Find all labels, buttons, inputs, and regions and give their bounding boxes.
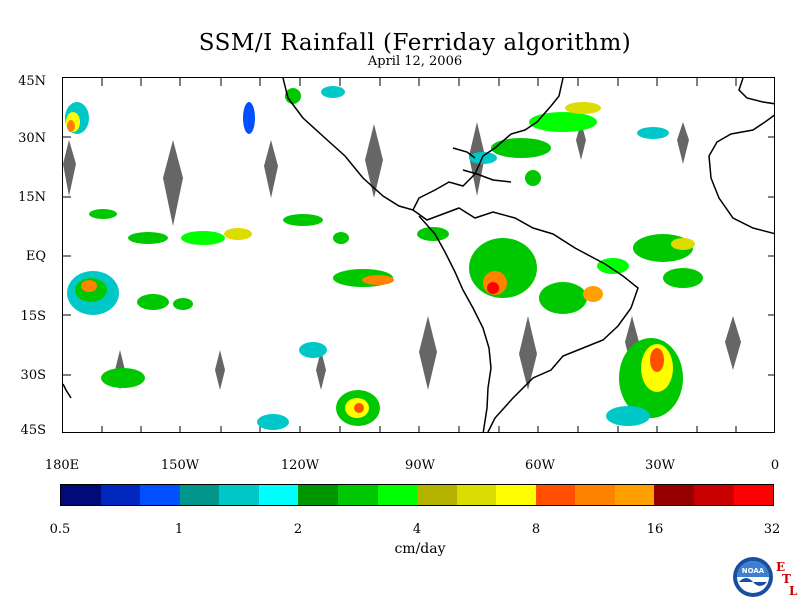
lat-label-15s: 15S — [20, 309, 46, 324]
colorbar-units: cm/day — [394, 541, 446, 557]
colorbar-tick-2: 2 — [293, 522, 303, 537]
lon-label-180e: 180E — [44, 458, 80, 473]
lon-label-150w: 150W — [160, 458, 200, 473]
lat-label-30n: 30N — [18, 131, 46, 146]
lat-label-eq: EQ — [25, 249, 46, 264]
noaa-logo-text: NOAA — [742, 567, 765, 575]
lon-label-30w: 30W — [645, 458, 675, 473]
colorbar-swatch-16 — [694, 485, 734, 505]
colorbar-swatch-11 — [496, 485, 536, 505]
lat-label-45n: 45N — [18, 74, 46, 89]
colorbar-tick-32: 32 — [763, 522, 781, 537]
lon-label-60w: 60W — [525, 458, 555, 473]
colorbar-swatch-3 — [179, 485, 220, 505]
colorbar-tick-1: 1 — [174, 522, 184, 537]
lon-label-0: 0 — [770, 458, 780, 473]
etl-letter-l: L — [789, 584, 798, 598]
lat-label-15n: 15N — [18, 190, 46, 205]
colorbar-swatch-15 — [654, 485, 694, 505]
colorbar-swatch-10 — [456, 485, 497, 505]
colorbar-swatch-6 — [298, 485, 338, 505]
colorbar-swatch-2 — [140, 485, 180, 505]
rainfall-colorbar — [60, 484, 774, 506]
colorbar-tick-8: 8 — [531, 522, 541, 537]
colorbar-swatch-13 — [575, 485, 615, 505]
colorbar-tick-0-5: 0.5 — [49, 522, 71, 537]
colorbar-swatch-4 — [219, 485, 259, 505]
noaa-logo-svg: NOAA — [733, 557, 773, 597]
colorbar-swatch-12 — [535, 485, 576, 505]
map-title: SSM/I Rainfall (Ferriday algorithm) — [198, 30, 632, 56]
coastlines — [63, 78, 774, 432]
rain-patches — [65, 86, 703, 430]
rainfall-map-svg — [63, 78, 774, 432]
colorbar-swatch-1 — [100, 485, 141, 505]
noaa-logo-icon: NOAA — [732, 556, 774, 598]
map-subtitle: April 12, 2006 — [367, 54, 463, 69]
colorbar-swatch-5 — [258, 485, 299, 505]
colorbar-swatch-8 — [377, 485, 418, 505]
etl-letter-e: E — [776, 560, 786, 574]
map-ticks — [63, 78, 774, 432]
colorbar-swatch-7 — [337, 485, 378, 505]
colorbar-tick-4: 4 — [412, 522, 422, 537]
colorbar-swatch-14 — [614, 485, 655, 505]
lon-label-90w: 90W — [405, 458, 435, 473]
colorbar-tick-16: 16 — [646, 522, 664, 537]
lat-label-45s: 45S — [20, 423, 46, 438]
colorbar-swatch-17 — [733, 485, 774, 505]
lat-label-30s: 30S — [20, 368, 46, 383]
colorbar-swatch-0 — [61, 485, 101, 505]
etl-letter-t: T — [782, 572, 791, 586]
colorbar-swatch-9 — [417, 485, 457, 505]
lon-label-120w: 120W — [280, 458, 320, 473]
rainfall-map — [62, 77, 775, 433]
